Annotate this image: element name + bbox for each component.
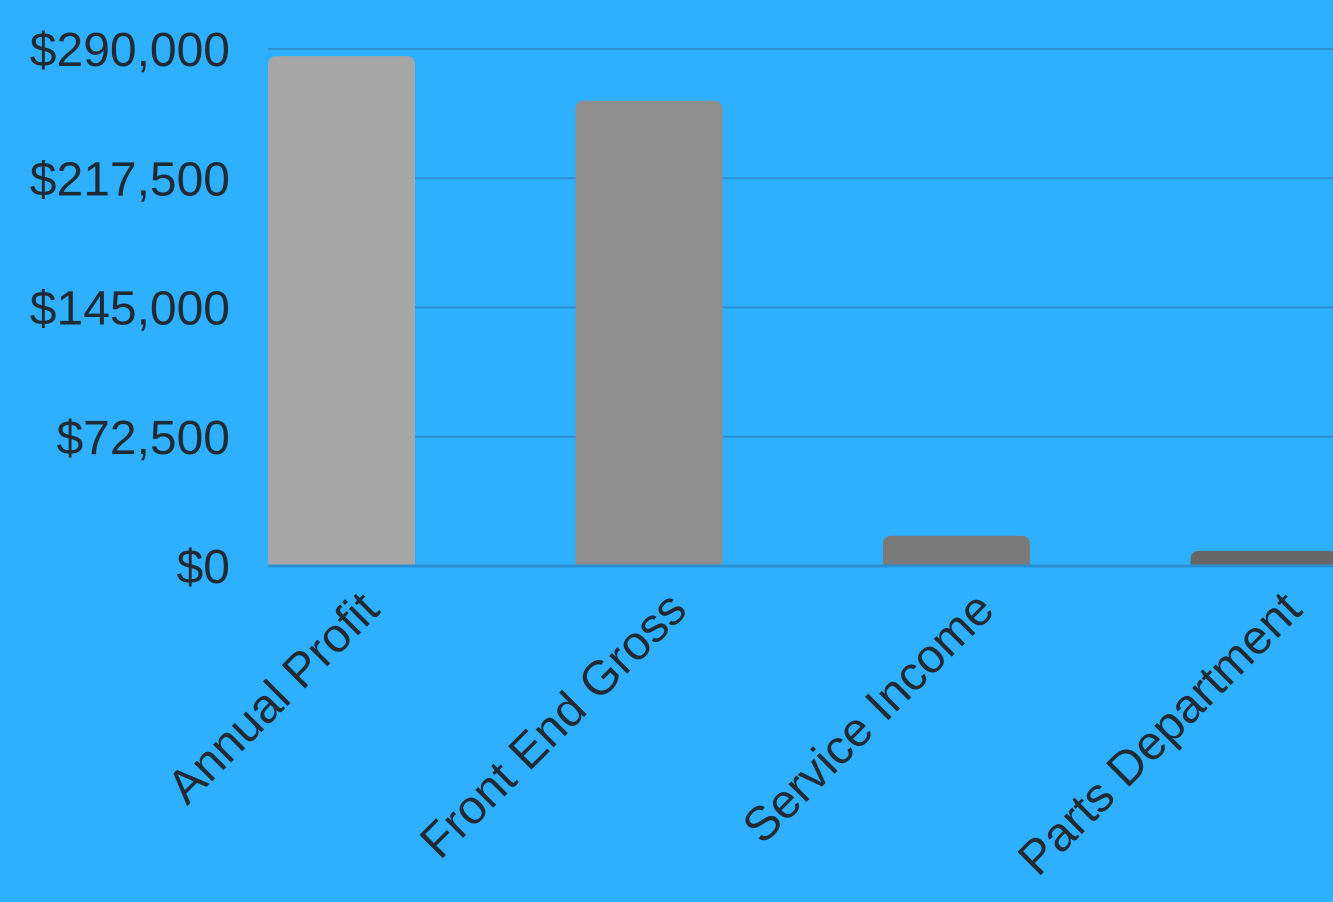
- bar-service-income: [883, 535, 1030, 566]
- bar-annual-profit: [268, 56, 415, 566]
- x-tick-label: Annual Profit: [157, 582, 389, 814]
- y-tick-label: $217,500: [30, 153, 230, 206]
- bars: [268, 56, 1333, 566]
- y-tick-label: $290,000: [30, 24, 230, 77]
- x-tick-label: Service Income: [733, 582, 1004, 853]
- bar-parts-department: [1190, 550, 1333, 566]
- y-tick-label: $72,500: [56, 412, 230, 465]
- x-tick-labels: Annual Profit Front End Gross Service Inco…: [157, 582, 1311, 885]
- bar-front-end-gross: [575, 100, 723, 566]
- y-tick-label: $145,000: [30, 283, 230, 336]
- y-tick-labels: $0 $72,500 $145,000 $217,500 $290,000: [30, 24, 230, 594]
- y-tick-label: $0: [177, 541, 230, 594]
- x-tick-label: Parts Department: [1008, 582, 1311, 885]
- gridlines: [268, 48, 1333, 438]
- x-tick-label: Front End Gross: [410, 582, 696, 868]
